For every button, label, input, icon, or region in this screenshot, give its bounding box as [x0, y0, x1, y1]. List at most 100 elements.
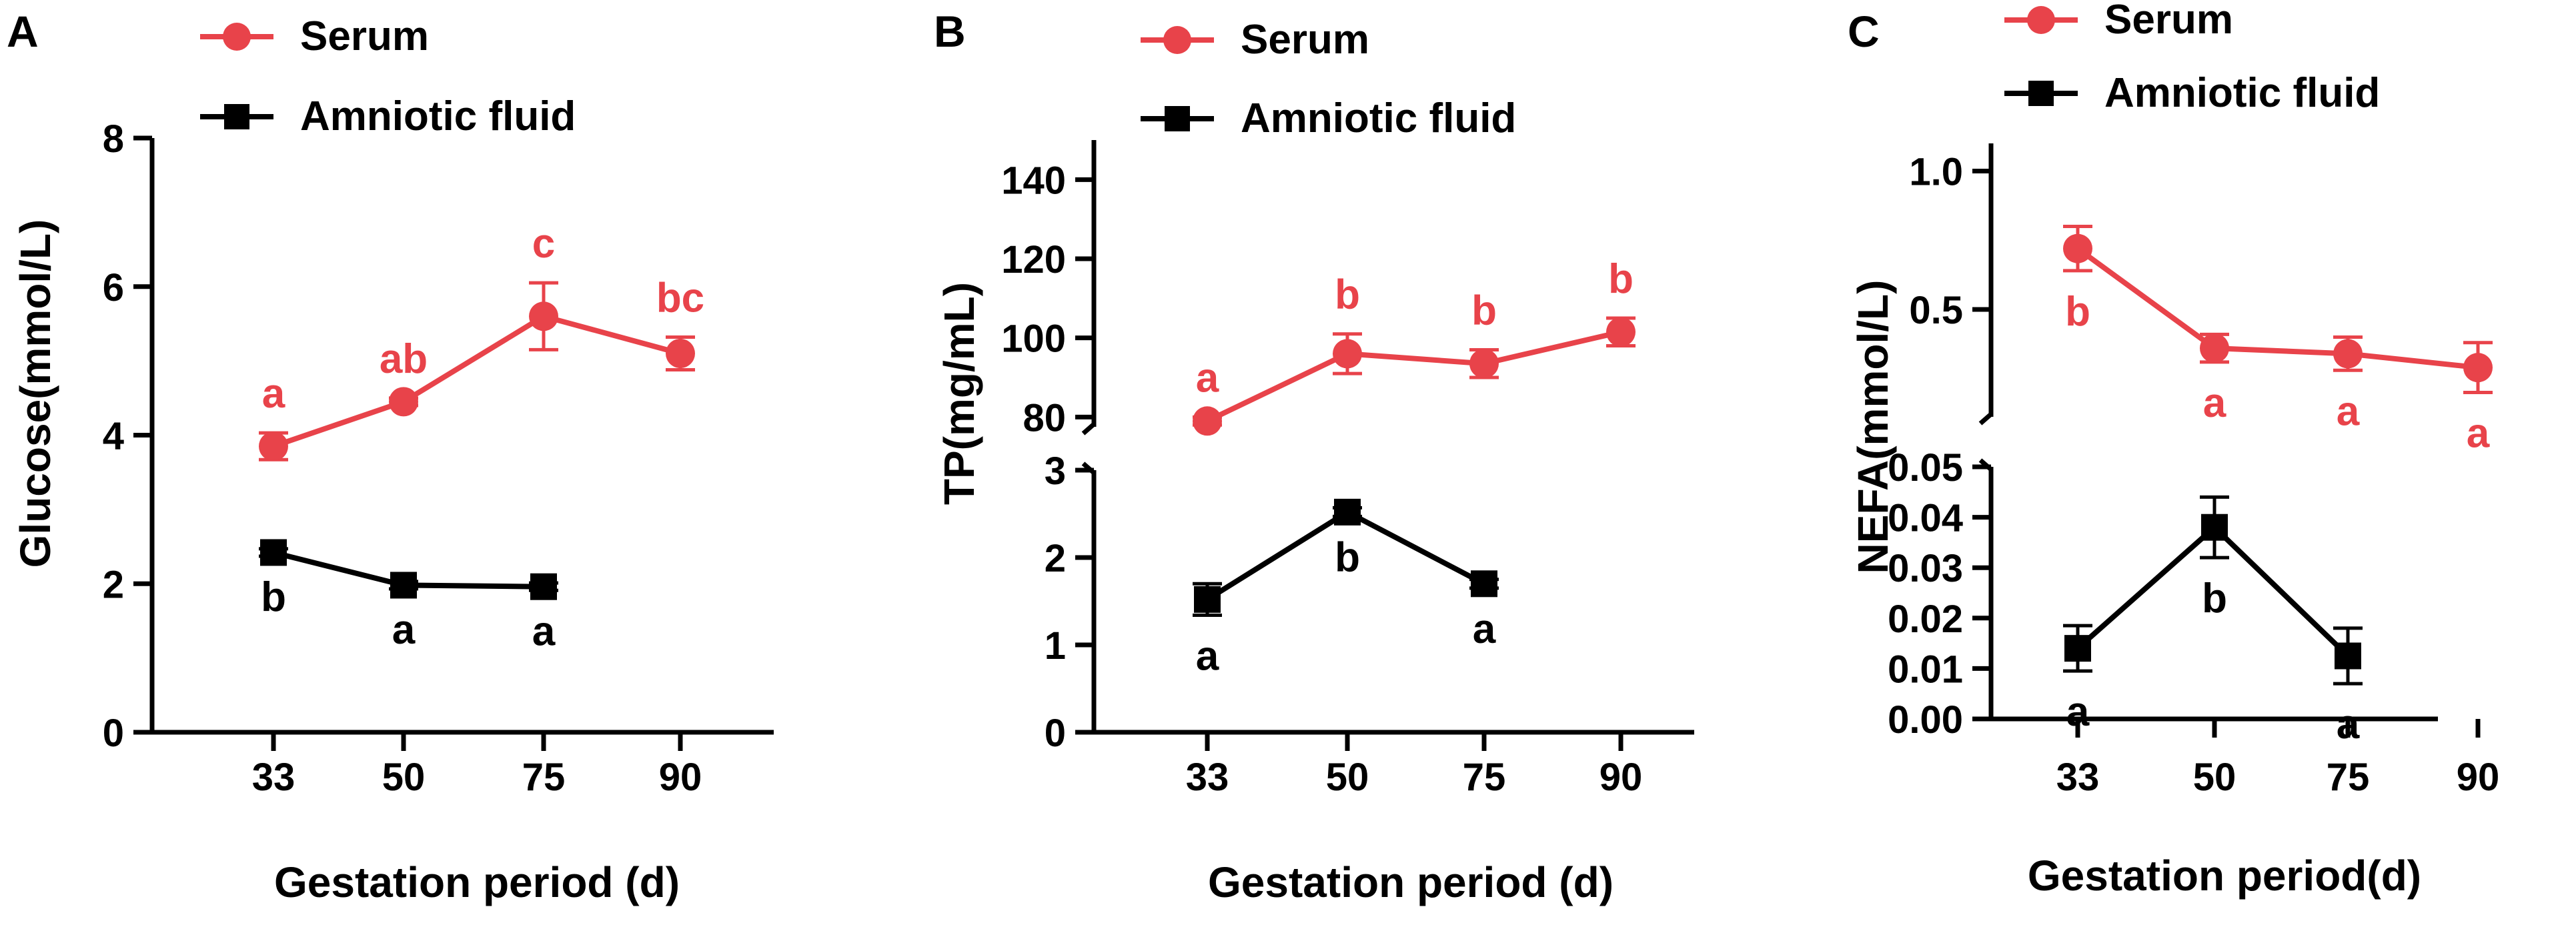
y-axis-title: TP(mg/mL) [935, 282, 983, 505]
data-point [2063, 233, 2092, 263]
significance-letter: c [532, 221, 555, 267]
y-tick-label: 0.03 [1888, 547, 1963, 590]
significance-letter: a [1196, 633, 1219, 679]
series-amniotic [2063, 495, 2363, 686]
series-line [2076, 246, 2479, 371]
x-axis-title: Gestation period (d) [1208, 858, 1614, 906]
axis-break-mark [1978, 412, 1993, 425]
legend-amniotic-label: Amniotic fluid [300, 93, 576, 139]
data-point [260, 539, 287, 566]
y-tick-label: 120 [1001, 238, 1066, 281]
significance-letter: a [2337, 388, 2360, 434]
y-tick-label: 0.5 [1909, 289, 1963, 332]
y-tick-label: 8 [103, 117, 124, 161]
data-point [2200, 333, 2229, 363]
y-axis-title: NEFA(mmol/L) [1849, 280, 1897, 574]
x-tick-label: 33 [1186, 756, 1229, 799]
y-tick-label: 0.04 [1888, 497, 1963, 540]
data-point [1193, 406, 1222, 436]
legend-serum-marker [2027, 6, 2055, 34]
legend-serum-marker [1163, 26, 1191, 54]
series-amniotic [259, 539, 558, 600]
significance-letter: a [2203, 380, 2226, 426]
significance-letter: a [2066, 689, 2090, 735]
y-tick-label: 0 [103, 712, 124, 755]
significance-letter: a [1473, 606, 1496, 652]
panel-label: B [934, 7, 966, 56]
x-tick-label: 75 [522, 756, 566, 799]
data-point [529, 301, 558, 331]
significance-letter: a [262, 371, 285, 417]
legend-serum-label: Serum [1241, 17, 1369, 63]
y-tick-label: 0.00 [1888, 698, 1963, 742]
axis-break-mark [1081, 461, 1096, 475]
significance-letter: ab [380, 336, 428, 382]
data-point [259, 431, 288, 461]
significance-letter: a [532, 608, 556, 654]
series-serum [259, 281, 695, 461]
significance-letter: b [1335, 534, 1360, 580]
x-tick-label: 50 [382, 756, 426, 799]
legend-amniotic-label: Amniotic fluid [2104, 70, 2380, 116]
significance-letter: b [1608, 256, 1634, 302]
significance-letter: b [1471, 287, 1497, 333]
y-tick-label: 3 [1045, 449, 1066, 493]
significance-letter: b [2065, 289, 2090, 335]
panel-label: C [1848, 7, 1880, 56]
x-axis-title: Gestation period(d) [2028, 852, 2421, 900]
y-tick-label: 0.01 [1888, 648, 1963, 691]
legend-amniotic-label: Amniotic fluid [1241, 95, 1516, 141]
data-point [1194, 586, 1221, 613]
x-tick-label: 50 [2193, 756, 2236, 799]
data-point [666, 338, 695, 368]
axis-break-mark [1978, 458, 1993, 472]
data-point [2333, 339, 2363, 369]
legend-serum-label: Serum [2104, 0, 2233, 43]
significance-letter: a [1196, 355, 1219, 401]
legend-amniotic-marker [1165, 106, 1190, 131]
data-point [390, 572, 417, 599]
y-tick-label: 80 [1023, 396, 1066, 439]
x-tick-label: 90 [659, 756, 702, 799]
series-line [272, 313, 682, 449]
x-tick-label: 75 [2327, 756, 2370, 799]
data-point [1471, 570, 1497, 598]
significance-letter: a [392, 607, 416, 653]
y-tick-label: 6 [103, 266, 124, 309]
series-serum [1193, 316, 1636, 436]
x-tick-label: 50 [1326, 756, 1369, 799]
x-tick-label: 33 [252, 756, 295, 799]
data-point [1469, 349, 1499, 379]
legend-serum-marker [223, 23, 251, 51]
data-point [389, 387, 418, 417]
significance-letter: a [2467, 411, 2490, 457]
y-tick-label: 4 [103, 415, 124, 458]
significance-letter: b [2202, 576, 2227, 622]
panel-label: A [7, 7, 39, 56]
y-tick-label: 100 [1001, 317, 1066, 361]
y-tick-label: 1.0 [1909, 151, 1963, 194]
legend-amniotic-marker [2028, 81, 2054, 106]
series-line [1206, 329, 1622, 423]
x-tick-label: 75 [1463, 756, 1506, 799]
x-tick-label: 90 [2457, 756, 2500, 799]
data-point [2064, 635, 2091, 662]
x-tick-label: 33 [2056, 756, 2100, 799]
data-point [1334, 498, 1361, 526]
axis-break-mark [1081, 422, 1096, 435]
y-axis-title: Glucose(mmol/L) [11, 219, 59, 568]
data-point [2463, 353, 2493, 383]
significance-letter: a [2337, 702, 2360, 748]
significance-letter: b [1335, 272, 1360, 318]
series-serum [2063, 225, 2493, 394]
x-axis-title: Gestation period (d) [274, 858, 680, 906]
y-tick-label: 0.02 [1888, 598, 1963, 641]
data-point [1333, 339, 1362, 369]
significance-letter: b [261, 574, 286, 620]
y-tick-label: 0.05 [1888, 446, 1963, 490]
data-point [530, 573, 557, 600]
data-point [2335, 642, 2361, 670]
legend-amniotic-marker [224, 104, 249, 129]
